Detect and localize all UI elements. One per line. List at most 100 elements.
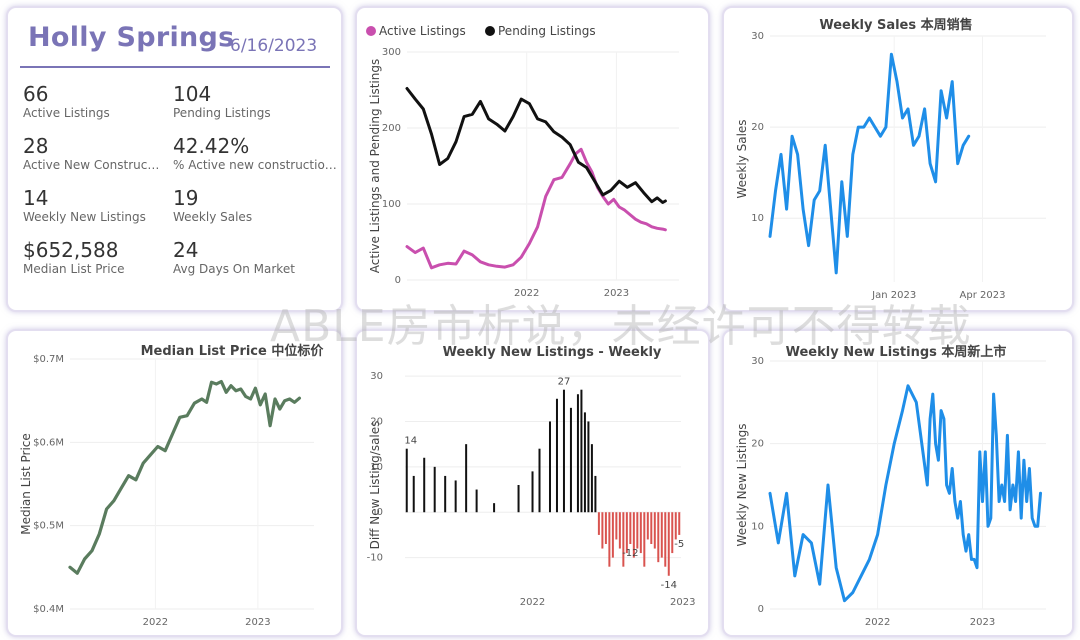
- bar: [650, 512, 653, 544]
- x-tick-label: 2022: [514, 288, 539, 299]
- chart-title: Median List Price 中位标价: [141, 343, 325, 359]
- kpi-pct-active-new-construction: 42.42% % Active new constructions: [173, 134, 338, 173]
- bar: [590, 444, 593, 513]
- y-axis-label: Median List Price: [19, 433, 33, 535]
- bar: [639, 512, 642, 554]
- y-tick-label: 200: [382, 123, 401, 134]
- kpi-value: 19: [173, 186, 199, 210]
- bar: [653, 512, 656, 549]
- bar: [667, 512, 670, 576]
- bar: [597, 512, 600, 535]
- bar: [412, 475, 415, 513]
- listings-chart: 0 100 200 300 2022 2023 Active Listings and Pe…: [366, 24, 679, 299]
- kpi-label: Weekly Sales: [173, 210, 253, 224]
- bar: [587, 421, 590, 513]
- data-label: 27: [558, 377, 571, 388]
- bar: [636, 512, 639, 549]
- bar: [583, 412, 586, 513]
- diff-bar-chart: -10 0 10 20 30 2022 2023 Weekly New Listings - …: [367, 345, 696, 608]
- kpi-label: Avg Days On Market: [173, 262, 295, 276]
- new-listings-chart: 0 10 20 30 2022 2023 Weekly New Listings 本周新上市…: [735, 344, 1046, 628]
- chart-title: Weekly New Listings 本周新上市: [786, 344, 1007, 360]
- y-tick-label: 100: [382, 199, 401, 210]
- series-line-1: [405, 87, 667, 204]
- series-line-0: [768, 52, 971, 275]
- bar: [671, 512, 674, 554]
- y-tick-label: 20: [751, 439, 764, 450]
- kpi-weekly-new-listings: 14 Weekly New Listings: [23, 186, 173, 225]
- median-price-card: $0.4M $0.5M $0.6M $0.7M 2022 2023 Median List …: [6, 329, 343, 637]
- kpi-value: 104: [173, 82, 212, 106]
- y-axis-label: Diff New Listing/sales: [368, 421, 382, 550]
- kpi-date: 6/16/2023: [230, 36, 318, 56]
- x-tick-label: 2023: [970, 617, 995, 628]
- y-tick-label: -10: [367, 553, 383, 564]
- legend-label: Active Listings: [379, 24, 466, 38]
- listings-chart-card: 0 100 200 300 2022 2023 Active Listings and Pe…: [355, 6, 710, 312]
- bar: [674, 512, 677, 540]
- data-label: 14: [404, 436, 417, 447]
- bar: [465, 444, 468, 513]
- bar: [632, 512, 635, 558]
- bar: [601, 512, 604, 549]
- y-tick-label: $0.5M: [33, 521, 64, 532]
- kpi-label: Active Listings: [23, 106, 110, 120]
- y-tick-label: $0.4M: [33, 604, 64, 615]
- bar: [594, 475, 597, 513]
- legend-marker: [485, 26, 495, 36]
- bar: [657, 512, 660, 563]
- bar: [625, 512, 628, 554]
- new-listings-card: 0 10 20 30 2022 2023 Weekly New Listings 本周新上市…: [722, 329, 1074, 637]
- bar: [531, 471, 534, 513]
- data-label: -5: [674, 539, 684, 550]
- y-tick-label: 20: [751, 122, 764, 133]
- bar: [664, 512, 667, 567]
- bar: [555, 398, 558, 513]
- bar: [433, 466, 436, 513]
- kpi-avg-days-on-market: 24 Avg Days On Market: [173, 238, 323, 277]
- series-line-0: [68, 379, 301, 575]
- y-tick-label: 0: [395, 275, 401, 286]
- kpi-label: Pending Listings: [173, 106, 271, 120]
- x-tick-label: 2022: [865, 617, 890, 628]
- bar: [622, 512, 625, 567]
- legend-label: Pending Listings: [498, 24, 596, 38]
- bar: [576, 394, 579, 513]
- bar: [643, 512, 646, 567]
- legend-marker: [366, 26, 376, 36]
- bar: [604, 512, 607, 544]
- y-tick-label: $0.6M: [33, 437, 64, 448]
- kpi-weekly-sales: 19 Weekly Sales: [173, 186, 323, 225]
- y-axis-label: Weekly Sales: [735, 119, 749, 198]
- kpi-card: Holly Springs 6/16/2023 66 Active Listin…: [6, 6, 343, 312]
- kpi-label: Median List Price: [23, 262, 125, 276]
- bar: [538, 448, 541, 513]
- kpi-active-listings: 66 Active Listings: [23, 82, 173, 121]
- x-tick-label: Apr 2023: [960, 290, 1006, 301]
- y-tick-label: 300: [382, 47, 401, 58]
- kpi-value: $652,588: [23, 238, 119, 262]
- bar: [454, 480, 457, 513]
- kpi-label: Weekly New Listings: [23, 210, 146, 224]
- kpi-value: 28: [23, 134, 49, 158]
- kpi-median-list-price: $652,588 Median List Price: [23, 238, 173, 277]
- y-tick-label: 10: [370, 462, 383, 473]
- bar: [548, 421, 551, 513]
- bar: [423, 457, 426, 513]
- kpi-pending-listings: 104 Pending Listings: [173, 82, 323, 121]
- bar: [678, 512, 681, 535]
- x-tick-label: 2023: [245, 617, 270, 628]
- chart-title: Weekly New Listings - Weekly: [443, 345, 662, 360]
- bar: [562, 389, 565, 513]
- y-tick-label: 30: [370, 371, 383, 382]
- y-tick-label: $0.7M: [33, 354, 64, 365]
- median-price-chart: $0.4M $0.5M $0.6M $0.7M 2022 2023 Median List …: [19, 343, 325, 628]
- y-tick-label: 10: [751, 521, 764, 532]
- bar: [517, 485, 520, 513]
- chart-title: Weekly Sales 本周销售: [819, 17, 972, 33]
- bar: [475, 489, 478, 513]
- series-line-0: [768, 384, 1042, 603]
- bar: [611, 512, 614, 558]
- y-axis-label: Weekly New Listings: [735, 424, 749, 547]
- bar: [629, 512, 632, 544]
